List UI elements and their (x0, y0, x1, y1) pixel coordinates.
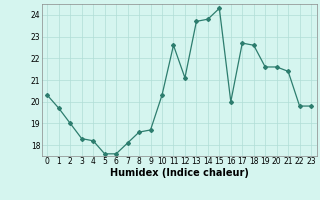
X-axis label: Humidex (Indice chaleur): Humidex (Indice chaleur) (110, 168, 249, 178)
